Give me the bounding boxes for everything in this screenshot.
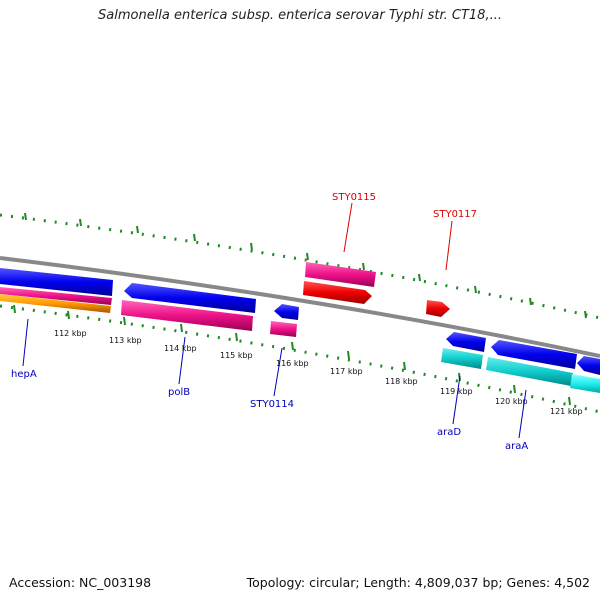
gene-label-polB[interactable]: polB <box>168 387 190 398</box>
gene-label-araA[interactable]: araA <box>505 441 528 452</box>
topology-text: Topology: circular; Length: 4,809,037 bp… <box>246 575 590 590</box>
label-leader-STY0114 <box>273 347 283 397</box>
tick-label: 115 kbp <box>220 351 253 360</box>
feature-araA-cyan[interactable] <box>486 357 573 386</box>
feature-polB-pink[interactable] <box>121 300 253 331</box>
label-leader-STY0115 <box>343 202 353 253</box>
tick-label: 120 kbp <box>495 397 528 406</box>
feature-STY0117-red[interactable] <box>426 300 450 317</box>
accession-text: Accession: NC_003198 <box>9 575 152 590</box>
outer-tick-ring <box>0 212 600 320</box>
gene-label-STY0117[interactable]: STY0117 <box>433 209 477 220</box>
gene-label-STY0114[interactable]: STY0114 <box>250 399 294 410</box>
feature-STY0114-blue[interactable] <box>274 304 299 320</box>
feature-polB-blue[interactable] <box>124 283 256 313</box>
feature-araD-cyan[interactable] <box>441 348 483 369</box>
label-leader-STY0117 <box>445 220 453 271</box>
map-title: Salmonella enterica subsp. enterica sero… <box>98 8 502 23</box>
label-leader-polB <box>178 336 186 385</box>
label-leader-hepA <box>22 318 29 367</box>
feature-hepA-orange[interactable] <box>0 294 111 313</box>
tick-label: 113 kbp <box>109 336 142 345</box>
sequence-backbone <box>0 256 600 358</box>
feature-STY0114-pink[interactable] <box>270 321 297 337</box>
tick-label: 117 kbp <box>330 367 363 376</box>
feature-araB-cyan[interactable] <box>570 374 600 393</box>
label-leader-araD <box>452 375 461 425</box>
feature-araA-blue[interactable] <box>491 340 577 369</box>
feature-STY0115-red[interactable] <box>303 281 372 304</box>
gene-label-araD[interactable]: araD <box>437 427 461 438</box>
feature-araD-blue[interactable] <box>446 332 486 352</box>
feature-hepA-blue[interactable] <box>0 268 113 296</box>
tick-label: 114 kbp <box>164 344 197 353</box>
feature-hepA-pink[interactable] <box>0 287 112 305</box>
label-leader-araA <box>518 389 527 439</box>
tick-label: 119 kbp <box>440 387 473 396</box>
gene-label-hepA[interactable]: hepA <box>11 369 37 380</box>
tick-label: 116 kbp <box>276 359 309 368</box>
gene-label-STY0115[interactable]: STY0115 <box>332 192 376 203</box>
feature-STY0115-pink[interactable] <box>305 262 376 287</box>
tick-label: 118 kbp <box>385 377 418 386</box>
inner-tick-ring <box>0 304 600 414</box>
tick-label: 121 kbp <box>550 407 583 416</box>
tick-label: 112 kbp <box>54 329 87 338</box>
feature-araB-blue[interactable] <box>577 356 600 375</box>
